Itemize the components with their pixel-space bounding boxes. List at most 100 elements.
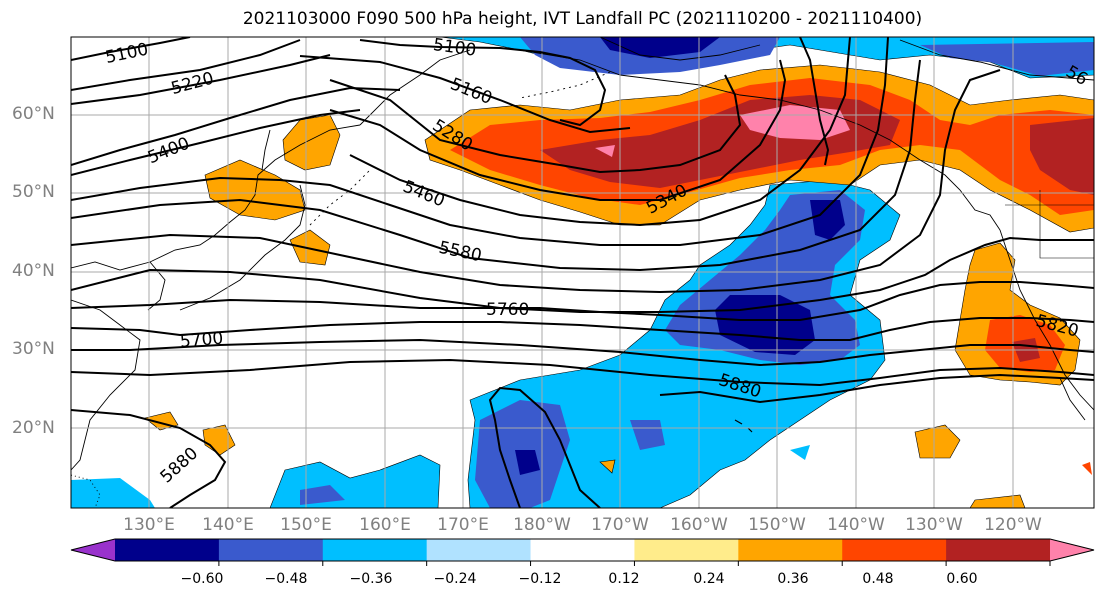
contour-5880-east [488, 386, 601, 508]
negative-region-south-fleck [790, 445, 810, 460]
colorbar-tick-label: 0.36 [777, 571, 809, 587]
contour-5880 [71, 409, 227, 508]
positive-region-south-east-fleck [969, 494, 1026, 508]
contour-label-5700: 5700 [179, 328, 224, 352]
colorbar-swatch [115, 539, 220, 561]
colorbar-tick-label: 0.24 [693, 571, 725, 587]
lon-label-130e: 130°E [123, 515, 175, 535]
contour-5280 [329, 74, 742, 174]
positive-region-north-band-core [540, 95, 1094, 195]
colorbar-tick-label: 0.48 [862, 571, 894, 587]
colorbar-outline [70, 538, 1095, 562]
contour-5160 [299, 55, 631, 134]
colorbar-tick-label: −0.12 [518, 571, 562, 587]
contour-5100-east [359, 39, 607, 127]
negative-region-arctic-dark [600, 37, 720, 58]
contour-5700 [71, 236, 1094, 313]
negative-region-southwest-medium [300, 485, 345, 505]
contour-5760 [71, 281, 1094, 321]
negative-region-southwest-edge [71, 478, 155, 508]
coast-asia-mainland [71, 124, 361, 271]
contour-5280-row [71, 54, 331, 105]
lon-label-160w: 160°W [670, 515, 728, 535]
coast-hawaii [734, 419, 753, 433]
lon-label-140e: 140°E [202, 515, 254, 535]
colorbar-swatch [842, 539, 947, 561]
contour-label-5760: 5760 [486, 300, 529, 320]
colorbar-tick-label: 0.12 [608, 571, 640, 587]
lat-label-40n: 40°N [12, 261, 55, 281]
map-frame [70, 36, 1095, 509]
coast-sakhalin [261, 129, 271, 171]
colorbar-tick-label: −0.48 [264, 571, 308, 587]
lat-label-50n: 50°N [12, 182, 55, 202]
coast-alaska [519, 49, 1001, 231]
contour-5400 [71, 86, 401, 166]
lat-label-20n: 20°N [12, 418, 55, 438]
colorbar-tick-label: −0.60 [180, 571, 224, 587]
colorbar-swatch [946, 539, 1051, 561]
lon-label-150e: 150°E [280, 515, 332, 535]
coast-state-line [1039, 190, 1094, 259]
coast-baja [1059, 377, 1086, 421]
positive-region-hawaii-east [914, 424, 961, 459]
contour-5850 [71, 338, 1094, 367]
coast-kamchatka [359, 49, 471, 126]
coast-china-east [71, 299, 141, 471]
colorbar-extend-high [1050, 539, 1094, 561]
coast-aleutians [519, 71, 611, 99]
contour-5340 [329, 59, 787, 201]
contour-label-5100b: 5100 [432, 35, 478, 61]
colorbar-swatch [322, 539, 428, 561]
contour-5460-west [71, 109, 361, 176]
negative-region-south-dark [515, 450, 540, 475]
colorbar-swatch [426, 539, 532, 561]
colorbar-tick-label: −0.24 [433, 571, 477, 587]
coast-kurils [309, 169, 371, 226]
contour-5340-east [799, 37, 830, 166]
positive-region-se-fleck-red [1082, 462, 1092, 475]
contour-5820 [71, 317, 1094, 341]
contour-5880-east-b [659, 373, 1094, 404]
colorbar-swatch [634, 539, 739, 561]
lon-label-130w: 130°W [905, 515, 963, 535]
contour-5520 [71, 37, 889, 246]
negative-ivt-regions [71, 37, 1094, 508]
lon-label-150w: 150°W [748, 515, 806, 535]
contour-5640 [71, 69, 1001, 294]
contour-5460 [349, 37, 851, 227]
colorbar-tick-label: 0.60 [946, 571, 978, 587]
colorbar-tick-label: −0.36 [349, 571, 393, 587]
lon-label-160e: 160°E [359, 515, 411, 535]
contour-5100-west [71, 37, 191, 61]
colorbar-swatch [530, 539, 635, 561]
contour-5870 [71, 358, 1094, 387]
map-plot-area: 5100 5100 5220 5160 5400 5280 5340 5460 … [71, 35, 1094, 508]
positive-ivt-regions [144, 64, 1094, 508]
lat-label-60n: 60°N [12, 104, 55, 124]
colorbar [70, 538, 1095, 566]
height-contours [71, 37, 1094, 508]
colorbar-extend-low [71, 539, 115, 561]
positive-region-north-band-peak [595, 105, 850, 157]
lon-label-180w: 180°W [513, 515, 571, 535]
negative-region-northeast-medium [920, 42, 1094, 76]
lon-label-170e: 170°E [437, 515, 489, 535]
lon-label-120w: 120°W [984, 515, 1042, 535]
colorbar-swatch [218, 539, 324, 561]
lon-label-140w: 140°W [827, 515, 885, 535]
coast-na-west [999, 229, 1094, 411]
negative-region-central-dark [715, 200, 845, 355]
lon-label-170w: 170°W [591, 515, 649, 535]
positive-region-tropics-fleck [599, 459, 616, 474]
contour-5220 [71, 39, 301, 91]
contour-5580 [71, 59, 921, 272]
map-title: 2021103000 F090 500 hPa height, IVT Land… [242, 9, 923, 29]
colorbar-swatch [738, 539, 843, 561]
lat-label-30n: 30°N [12, 339, 55, 359]
coast-canada-border [899, 39, 1094, 81]
coast-philippines [71, 474, 101, 508]
coast-alaska-north [599, 37, 761, 61]
positive-region-honshu [289, 229, 331, 266]
